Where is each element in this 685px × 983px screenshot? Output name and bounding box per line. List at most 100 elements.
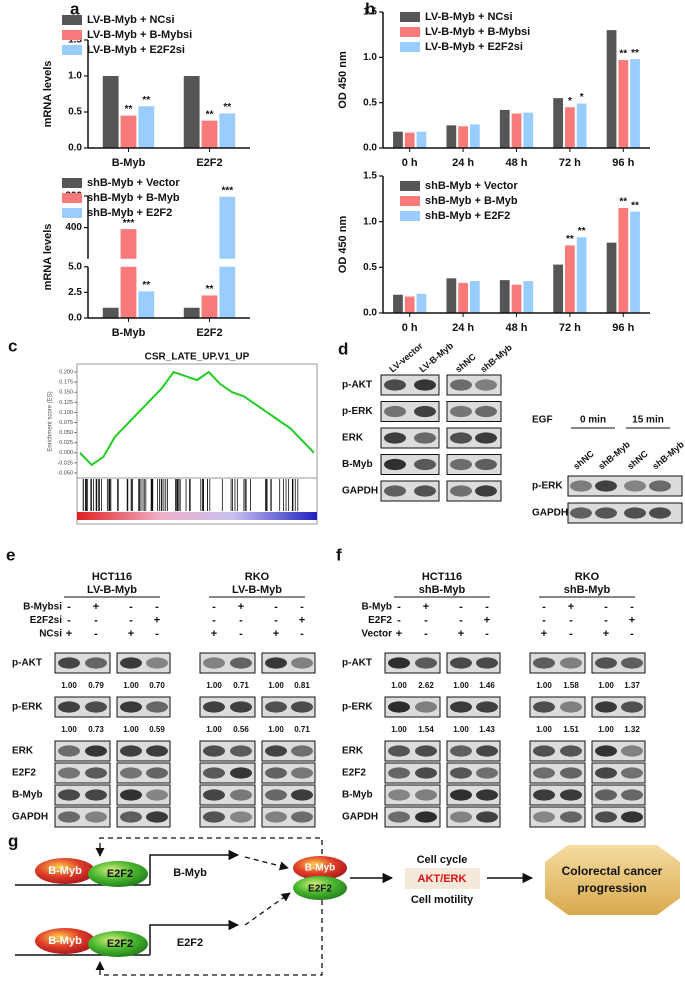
blot-band [265, 789, 287, 801]
group-title: HCT116 [422, 571, 462, 583]
bar [416, 293, 427, 313]
panel-letter: f [336, 545, 342, 564]
group-subtitle: LV-B-Myb [232, 584, 282, 596]
bar [219, 196, 236, 318]
significance-label: ** [631, 48, 639, 59]
bar [511, 113, 522, 148]
condition-sign: + [423, 601, 429, 613]
x-tick-label: 48 h [505, 157, 527, 169]
outcome-shape [545, 845, 680, 915]
bar [201, 120, 218, 148]
group-title: HCT116 [92, 571, 132, 583]
row-label: p-AKT [12, 658, 42, 669]
blot-band [415, 789, 437, 801]
blot-band [291, 789, 313, 801]
condition-sign: - [397, 601, 401, 613]
quant-label: 1.00 [391, 725, 407, 734]
bar [553, 98, 564, 148]
blot-band [621, 745, 643, 757]
blot-band [533, 789, 555, 801]
bar [618, 60, 629, 149]
x-tick-label: 72 h [559, 322, 581, 334]
blot-band [58, 767, 80, 779]
bar [469, 281, 480, 313]
row-label: GAPDH [12, 812, 48, 823]
blot-band [595, 657, 617, 669]
row-label: E2F2 [12, 768, 36, 779]
blot-band [649, 480, 671, 492]
condition-sign: + [299, 614, 305, 626]
condition-sign: - [542, 614, 546, 626]
blot-band [203, 811, 225, 823]
blot-band [595, 789, 617, 801]
quant-label: 1.00 [61, 725, 77, 734]
protein-label: E2F2 [107, 868, 133, 880]
blot-band [120, 811, 142, 823]
blot-band [146, 745, 168, 757]
blot-band [476, 789, 498, 801]
y-tick-label: 0.0 [68, 313, 82, 324]
bar [120, 115, 137, 148]
bar [553, 264, 564, 313]
blot-band [621, 657, 643, 669]
y-tick-label: 0.175 [59, 380, 73, 386]
blot-band [230, 811, 252, 823]
blot-band [388, 745, 410, 757]
bar [120, 229, 137, 318]
significance-label: *** [123, 218, 135, 229]
blot-band [570, 507, 592, 519]
blot-band [291, 767, 313, 779]
blot-band [595, 745, 617, 757]
chart-title: CSR_LATE_UP.V1_UP [145, 352, 250, 363]
blot-band [560, 657, 582, 669]
quant-label: 1.00 [123, 681, 139, 690]
blot-band [595, 767, 617, 779]
condition-sign: - [630, 628, 634, 640]
blot-band [146, 701, 168, 713]
y-tick-label: 1.0 [363, 216, 377, 227]
significance-label: ** [142, 95, 150, 106]
bar [183, 307, 200, 318]
blot-band [120, 657, 142, 669]
condition-sign: - [485, 628, 489, 640]
quant-label: 1.00 [536, 725, 552, 734]
row-label: B-Myb [12, 790, 43, 801]
bar [393, 131, 403, 148]
condition-label: E2F2 [368, 615, 392, 626]
y-tick-label: 1.5 [68, 35, 82, 46]
blot-band [384, 379, 406, 391]
condition-sign: + [273, 628, 279, 640]
legend-swatch [400, 211, 420, 221]
condition-sign: - [424, 628, 428, 640]
blot [567, 475, 683, 497]
y-tick-label: 0.5 [363, 262, 377, 273]
y-axis-label: mRNA levels [42, 224, 54, 291]
condition-sign: - [630, 601, 634, 613]
blot-band [595, 507, 617, 519]
row-label: GAPDH [342, 486, 378, 497]
legend-swatch [62, 208, 82, 218]
blot-band [388, 657, 410, 669]
blot-band [624, 507, 646, 519]
feedback-arrow [95, 837, 323, 857]
legend-label: LV-B-Myb + NCsi [425, 11, 513, 23]
blot-band [415, 745, 437, 757]
enrichment-line [79, 370, 315, 467]
blot-band [265, 745, 287, 757]
bar [201, 295, 218, 318]
blot-band [230, 657, 252, 669]
y-tick-label: 5.0 [68, 261, 82, 272]
complex-label: E2F2 [308, 884, 332, 895]
y-tick-label: 0.075 [59, 420, 73, 426]
y-tick-label: 0.050 [59, 430, 73, 436]
legend-swatch [62, 193, 82, 203]
bar [606, 242, 617, 313]
lane-label: shB-Myb [478, 342, 514, 374]
condition-label: B-Mybsi [23, 602, 62, 613]
x-tick-label: E2F2 [196, 327, 222, 339]
legend-swatch [62, 30, 82, 40]
bar [565, 107, 575, 148]
legend-label: LV-B-Myb + B-Mybsi [87, 29, 192, 41]
condition-sign: - [94, 614, 98, 626]
row-label: p-ERK [532, 481, 563, 492]
